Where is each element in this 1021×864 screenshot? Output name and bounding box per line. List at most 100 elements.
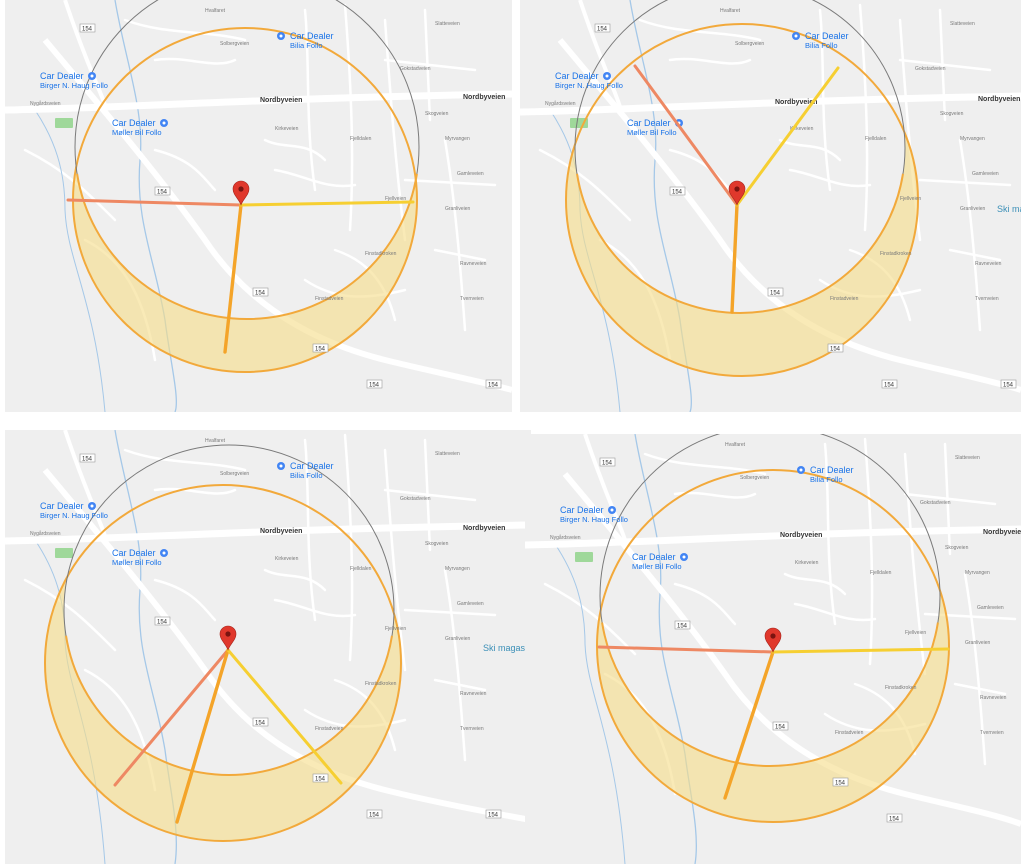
place-ski-magasin: Ski magasin	[483, 643, 531, 653]
street-label: Hvalfaret	[205, 438, 226, 444]
route-154-label: 154	[82, 456, 93, 462]
route-154-label: 154	[672, 189, 683, 195]
minor-street	[383, 58, 477, 72]
road-154-north	[63, 0, 107, 106]
map-canvas[interactable]: Hvalfaret Solbergveien Gokstadveien Skogvei…	[525, 434, 1021, 864]
street-label: Tverrveien	[460, 296, 484, 302]
street-label: Fjelldalen	[350, 566, 372, 572]
route-154-shield: 154	[827, 343, 844, 353]
route-154-shield: 154	[252, 287, 269, 297]
inner-reach-arc	[576, 173, 904, 315]
street-label: Ravneveien	[980, 695, 1007, 701]
poi-title: Car Dealer	[560, 505, 604, 515]
poi-title: Car Dealer	[632, 552, 676, 562]
location-pin-icon[interactable]	[728, 180, 746, 206]
minor-street	[383, 448, 407, 672]
street-label: Fjellveien	[385, 626, 406, 632]
route-154-label: 154	[255, 720, 266, 726]
stream-line	[34, 109, 106, 412]
street-label: Skogveien	[425, 111, 449, 117]
street-label: Nygårdsveien	[545, 100, 576, 107]
street-label: Skogveien	[940, 111, 964, 117]
street-label: Finstadveien	[835, 730, 864, 736]
street-label: Slatteveien	[950, 21, 975, 27]
street-label: Hvalfaret	[720, 8, 741, 14]
minor-street	[403, 608, 497, 617]
route-154-label: 154	[315, 346, 326, 352]
map-panel-top-right[interactable]: Hvalfaret Solbergveien Gokstadveien Skogvei…	[520, 0, 1021, 412]
poi-title: Car Dealer	[290, 31, 334, 41]
street-label: Hvalfaret	[205, 8, 226, 14]
street-label: Nygårdsveien	[30, 100, 61, 107]
street-label: Granliveien	[960, 206, 986, 212]
street-label: Finstadkroken	[885, 685, 917, 691]
map-panel-bottom-left[interactable]: Hvalfaret Solbergveien Gokstadveien Skogvei…	[5, 430, 531, 864]
reach-line-middle	[223, 203, 243, 354]
route-154-shield: 154	[366, 379, 383, 389]
street-label: Fjellveien	[905, 630, 926, 636]
map-canvas[interactable]: Hvalfaret Solbergveien Gokstadveien Skogvei…	[5, 430, 531, 864]
street-label: Solbergveien	[735, 41, 764, 47]
reach-line-left	[633, 64, 739, 207]
poi-subtitle: Birger N. Haug Follo	[40, 81, 108, 90]
street-label: Fjelldalen	[350, 136, 372, 142]
road-label-nordbyveien: Nordbyveien	[463, 525, 505, 532]
road-label-nordbyveien: Nordbyveien	[775, 99, 817, 106]
street-label: Finstadveien	[830, 296, 859, 302]
map-canvas[interactable]: Hvalfaret Solbergveien Gokstadveien Skogvei…	[5, 0, 512, 412]
park-area	[55, 118, 73, 128]
street-label: Gokstadveien	[915, 66, 946, 72]
street-label: Fjellveien	[385, 196, 406, 202]
route-154-label: 154	[157, 189, 168, 195]
route-154-label: 154	[157, 619, 168, 625]
route-154-shield: 154	[832, 777, 849, 787]
street-label: Finstadkroken	[880, 251, 912, 257]
street-label: Ravneveien	[460, 691, 487, 697]
street-label: Gamleveien	[457, 601, 484, 607]
street-label: Ravneveien	[460, 261, 487, 267]
route-154-shield: 154	[79, 453, 96, 463]
reach-line-right	[735, 66, 840, 207]
street-label: Solbergveien	[220, 471, 249, 477]
map-panel-bottom-right[interactable]: Hvalfaret Solbergveien Gokstadveien Skogvei…	[525, 434, 1021, 864]
street-label: Kirkeveien	[275, 556, 299, 562]
location-pin-icon[interactable]	[232, 180, 250, 206]
poi-title: Car Dealer	[810, 465, 854, 475]
reach-line-left	[113, 648, 230, 787]
street-label: Granliveien	[445, 636, 471, 642]
reach-line-left	[66, 198, 243, 207]
minor-street	[123, 448, 247, 472]
minor-street	[433, 678, 487, 692]
street-label: Granliveien	[965, 640, 991, 646]
minor-street	[963, 572, 987, 766]
route-154-label: 154	[82, 26, 93, 32]
route-154-shield: 154	[674, 620, 691, 630]
route-154-label: 154	[315, 776, 326, 782]
map-canvas[interactable]: Hvalfaret Solbergveien Gokstadveien Skogvei…	[520, 0, 1021, 412]
street-label: Kirkeveien	[790, 126, 814, 132]
road-label-nordbyveien: Nordbyveien	[978, 96, 1020, 103]
route-154-label: 154	[677, 623, 688, 629]
minor-street	[383, 488, 477, 502]
map-panel-top-left[interactable]: Hvalfaret Solbergveien Gokstadveien Skogvei…	[5, 0, 512, 412]
location-pin-icon[interactable]	[764, 627, 782, 653]
reach-line-middle	[723, 650, 775, 800]
minor-street	[918, 178, 1012, 187]
street-label: Gamleveien	[977, 605, 1004, 611]
route-154-label: 154	[775, 724, 786, 730]
location-pin-icon[interactable]	[219, 625, 237, 651]
street-label: Tverrveien	[980, 730, 1004, 736]
inner-reach-arc	[65, 635, 393, 777]
street-label: Tverrveien	[460, 726, 484, 732]
